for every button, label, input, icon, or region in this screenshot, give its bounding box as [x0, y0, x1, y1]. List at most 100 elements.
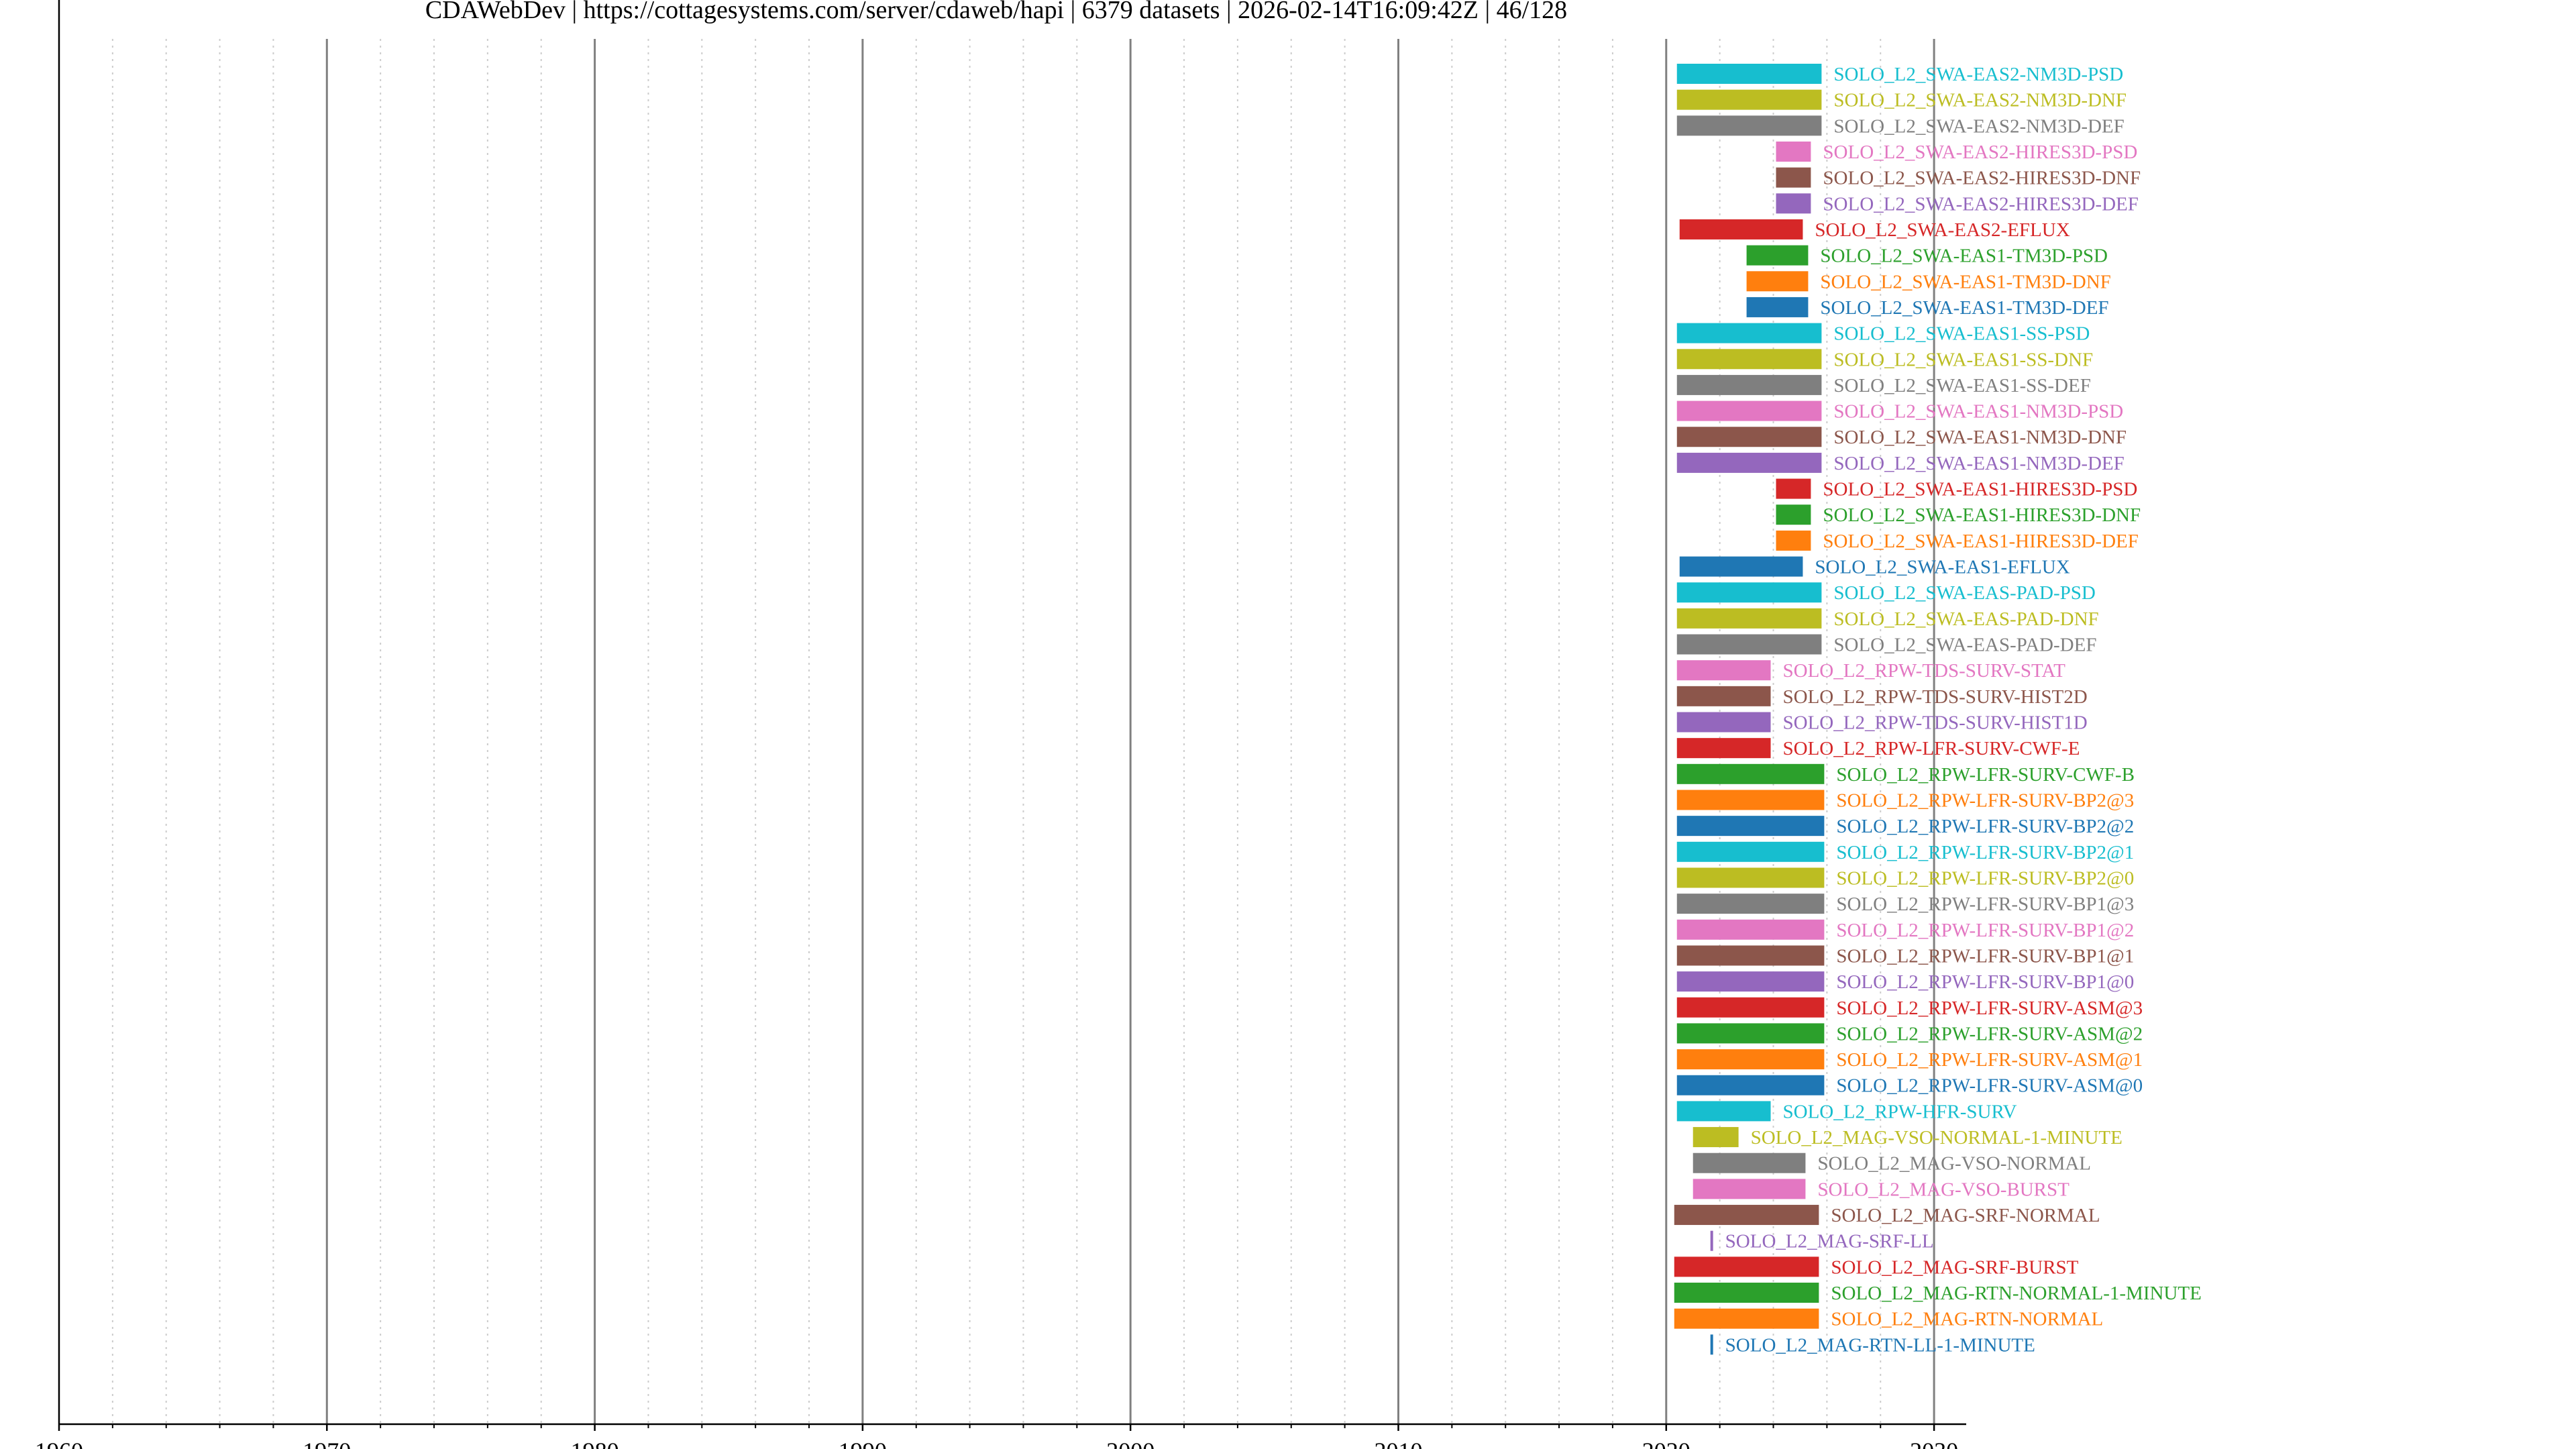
- dataset-bar: [1674, 1283, 1819, 1303]
- dataset-label: SOLO_L2_SWA-EAS1-TM3D-PSD: [1820, 246, 2108, 267]
- dataset-bar: [1674, 1256, 1819, 1277]
- dataset-label: SOLO_L2_RPW-LFR-SURV-BP2@1: [1836, 842, 2134, 863]
- dataset-label: SOLO_L2_RPW-LFR-SURV-BP1@1: [1836, 945, 2134, 967]
- dataset-label: SOLO_L2_RPW-LFR-SURV-ASM@3: [1836, 998, 2143, 1019]
- dataset-label: SOLO_L2_SWA-EAS2-HIRES3D-DNF: [1823, 168, 2141, 189]
- dataset-bar: [1676, 1049, 1825, 1070]
- bars-layer: [1674, 64, 1825, 1355]
- dataset-label: SOLO_L2_RPW-LFR-SURV-ASM@0: [1836, 1075, 2143, 1097]
- dataset-bar: [1676, 115, 1822, 136]
- x-tick-label: 1980: [571, 1438, 619, 1449]
- dataset-bar: [1676, 400, 1822, 421]
- dataset-bar: [1676, 1023, 1825, 1044]
- dataset-label: SOLO_L2_SWA-EAS1-TM3D-DNF: [1820, 271, 2110, 292]
- dataset-bar: [1679, 556, 1803, 577]
- dataset-bar: [1676, 1101, 1771, 1122]
- dataset-label: SOLO_L2_MAG-RTN-NORMAL-1-MINUTE: [1831, 1283, 2201, 1304]
- x-tick-label: 1990: [839, 1438, 887, 1449]
- dataset-label: SOLO_L2_SWA-EAS-PAD-PSD: [1833, 582, 2095, 604]
- dataset-bar: [1676, 349, 1822, 370]
- dataset-label: SOLO_L2_MAG-SRF-BURST: [1831, 1256, 2078, 1278]
- dataset-label: SOLO_L2_SWA-EAS-PAD-DEF: [1833, 635, 2096, 656]
- dataset-label: SOLO_L2_RPW-LFR-SURV-BP1@2: [1836, 920, 2134, 941]
- dataset-label: SOLO_L2_SWA-EAS1-EFLUX: [1815, 557, 2070, 578]
- labels-layer: SOLO_L2_SWA-EAS2-NM3D-PSD SOLO_L2_SWA-EAS…: [1725, 64, 2202, 1356]
- dataset-bar: [1676, 997, 1825, 1018]
- dataset-bar: [1776, 478, 1811, 499]
- dataset-bar: [1676, 763, 1825, 784]
- dataset-bar: [1776, 141, 1811, 162]
- dataset-bar: [1676, 971, 1825, 992]
- dataset-label: SOLO_L2_RPW-TDS-SURV-HIST2D: [1783, 686, 2088, 708]
- dataset-label: SOLO_L2_MAG-SRF-LL: [1725, 1231, 1934, 1252]
- dataset-label: SOLO_L2_SWA-EAS1-SS-DEF: [1833, 375, 2090, 396]
- x-tick-label: 2000: [1106, 1438, 1155, 1449]
- dataset-label: SOLO_L2_SWA-EAS1-TM3D-DEF: [1820, 297, 2108, 319]
- dataset-label: SOLO_L2_RPW-LFR-SURV-BP1@0: [1836, 971, 2134, 993]
- dataset-bar: [1693, 1179, 1806, 1199]
- dataset-bar: [1676, 427, 1822, 447]
- dataset-bar: [1676, 608, 1822, 629]
- dataset-label: SOLO_L2_SWA-EAS1-HIRES3D-DEF: [1823, 531, 2138, 552]
- dataset-label: SOLO_L2_RPW-LFR-SURV-ASM@1: [1836, 1049, 2143, 1071]
- dataset-bar: [1674, 1205, 1819, 1226]
- dataset-label: SOLO_L2_SWA-EAS1-HIRES3D-PSD: [1823, 479, 2137, 500]
- dataset-bar: [1676, 790, 1825, 810]
- x-tick-label: 2020: [1642, 1438, 1690, 1449]
- dataset-label: SOLO_L2_SWA-EAS2-NM3D-PSD: [1833, 64, 2123, 85]
- dataset-label: SOLO_L2_MAG-RTN-NORMAL: [1831, 1309, 2103, 1330]
- dataset-bar: [1776, 193, 1811, 214]
- dataset-label: SOLO_L2_MAG-VSO-BURST: [1817, 1179, 2070, 1200]
- dataset-label: SOLO_L2_MAG-VSO-NORMAL: [1817, 1153, 2091, 1175]
- dataset-label: SOLO_L2_RPW-LFR-SURV-BP2@2: [1836, 816, 2134, 837]
- dataset-label: SOLO_L2_SWA-EAS1-SS-DNF: [1833, 349, 2093, 370]
- x-tick-label: 1960: [35, 1438, 83, 1449]
- dataset-bar: [1676, 374, 1822, 395]
- dataset-bar: [1676, 841, 1825, 862]
- dataset-label: SOLO_L2_RPW-TDS-SURV-STAT: [1783, 660, 2066, 682]
- dataset-bar: [1676, 686, 1771, 706]
- dataset-bar: [1676, 712, 1771, 733]
- dataset-bar: [1676, 323, 1822, 343]
- dataset-label: SOLO_L2_RPW-LFR-SURV-CWF-B: [1836, 764, 2135, 786]
- dataset-bar: [1693, 1127, 1739, 1148]
- dataset-bar: [1776, 167, 1811, 188]
- dataset-bar: [1674, 1308, 1819, 1329]
- dataset-label: SOLO_L2_SWA-EAS1-NM3D-PSD: [1833, 401, 2123, 423]
- dataset-bar: [1710, 1334, 1713, 1355]
- dataset-label: SOLO_L2_MAG-RTN-LL-1-MINUTE: [1725, 1334, 2035, 1356]
- dataset-label: SOLO_L2_RPW-TDS-SURV-HIST1D: [1783, 712, 2088, 734]
- dataset-bar: [1776, 504, 1811, 525]
- dataset-label: SOLO_L2_SWA-EAS-PAD-DNF: [1833, 608, 2098, 630]
- dataset-label: SOLO_L2_MAG-SRF-NORMAL: [1831, 1205, 2100, 1226]
- dataset-bar: [1746, 297, 1809, 317]
- dataset-bar: [1746, 245, 1809, 266]
- dataset-bar: [1676, 867, 1825, 888]
- dataset-label: SOLO_L2_SWA-EAS2-NM3D-DNF: [1833, 90, 2127, 111]
- dataset-label: SOLO_L2_SWA-EAS2-HIRES3D-DEF: [1823, 193, 2138, 215]
- dataset-bar: [1676, 1075, 1825, 1095]
- dataset-label: SOLO_L2_SWA-EAS2-NM3D-DEF: [1833, 115, 2124, 137]
- dataset-bar: [1676, 919, 1825, 940]
- dataset-bar: [1776, 530, 1811, 551]
- dataset-bar: [1710, 1230, 1713, 1251]
- x-tick-label: 1970: [303, 1438, 351, 1449]
- dataset-label: SOLO_L2_MAG-VSO-NORMAL-1-MINUTE: [1751, 1127, 2123, 1148]
- dataset-label: SOLO_L2_SWA-EAS2-EFLUX: [1815, 219, 2070, 241]
- dataset-label: SOLO_L2_SWA-EAS2-HIRES3D-PSD: [1823, 142, 2137, 163]
- dataset-label: SOLO_L2_RPW-LFR-SURV-BP2@3: [1836, 790, 2134, 811]
- dataset-bar: [1676, 945, 1825, 966]
- dataset-bar: [1676, 64, 1822, 84]
- dataset-label: SOLO_L2_SWA-EAS1-NM3D-DEF: [1833, 453, 2124, 474]
- dataset-bar: [1746, 271, 1809, 292]
- dataset-bar: [1676, 452, 1822, 473]
- dataset-label: SOLO_L2_RPW-LFR-SURV-BP1@3: [1836, 894, 2134, 915]
- dataset-label: SOLO_L2_RPW-LFR-SURV-CWF-E: [1783, 738, 2080, 759]
- axis-layer: 1960 1970 1980 1990 2000 2010 2020 2030: [35, 1423, 1966, 1449]
- dataset-label: SOLO_L2_RPW-LFR-SURV-ASM@2: [1836, 1023, 2143, 1044]
- dataset-bar: [1676, 816, 1825, 837]
- grid-layer: [58, 0, 1935, 1424]
- dataset-label: SOLO_L2_RPW-LFR-SURV-BP2@0: [1836, 867, 2134, 889]
- dataset-label: SOLO_L2_SWA-EAS1-SS-PSD: [1833, 323, 2090, 345]
